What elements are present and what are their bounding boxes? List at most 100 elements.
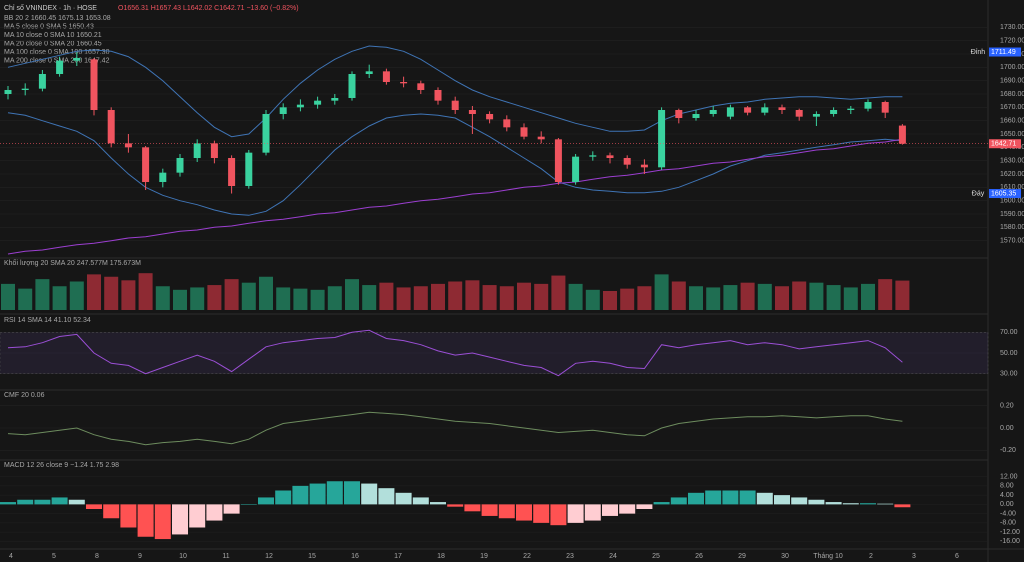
macd-bar bbox=[395, 492, 412, 505]
candle-body bbox=[451, 100, 459, 110]
macd-bar bbox=[516, 504, 532, 521]
candle-body bbox=[847, 108, 855, 110]
volume-bar bbox=[362, 285, 377, 310]
volume-bar bbox=[69, 281, 84, 310]
x-tick-label: 30 bbox=[781, 553, 789, 560]
y-tick-label: 1670.00 bbox=[1000, 104, 1024, 111]
candle-body bbox=[142, 147, 150, 182]
macd-bar bbox=[688, 492, 704, 505]
rsi-band bbox=[0, 332, 989, 374]
candle-body bbox=[107, 110, 115, 144]
last-price-box bbox=[989, 139, 1021, 149]
x-tick-label: 5 bbox=[52, 553, 56, 560]
candle-body bbox=[245, 152, 253, 186]
volume-bar bbox=[861, 283, 875, 310]
volume-bar bbox=[448, 281, 463, 310]
x-tick-label: 18 bbox=[437, 553, 445, 560]
y-tick-label: 4.00 bbox=[1000, 492, 1014, 499]
volume-bar bbox=[620, 288, 635, 310]
macd-bar bbox=[498, 504, 515, 519]
y-tick-label: 1630.00 bbox=[1000, 158, 1024, 165]
volume-bar bbox=[723, 285, 738, 310]
macd-bar bbox=[705, 490, 722, 505]
x-tick-label: 11 bbox=[222, 553, 229, 560]
volume-bar bbox=[190, 287, 205, 310]
volume-bar bbox=[138, 273, 153, 310]
peak-price: 1711.49 bbox=[991, 49, 1016, 56]
macd-bar bbox=[326, 481, 343, 505]
y-tick-label: 1600.00 bbox=[1000, 198, 1024, 205]
candle-body bbox=[296, 104, 304, 108]
macd-bar bbox=[361, 483, 378, 505]
candle-body bbox=[709, 110, 717, 114]
x-tick-label: 3 bbox=[912, 553, 916, 560]
x-tick-label: 6 bbox=[955, 553, 959, 560]
ma200-line bbox=[7, 138, 903, 255]
volume-bar bbox=[568, 283, 583, 310]
macd-bar bbox=[189, 504, 206, 528]
volume-bar bbox=[689, 286, 703, 310]
macd-bar bbox=[550, 504, 567, 526]
x-tick-label: 29 bbox=[738, 553, 746, 560]
macd-bar bbox=[34, 499, 51, 505]
candle-body bbox=[124, 143, 132, 148]
candle-body bbox=[365, 71, 373, 74]
trough-price-box bbox=[989, 189, 1021, 199]
macd-bar bbox=[894, 504, 911, 508]
volume-bar bbox=[87, 274, 101, 310]
trough-tag: Đáy bbox=[972, 190, 985, 197]
volume-bar bbox=[431, 283, 445, 310]
volume-bar bbox=[207, 285, 222, 310]
x-tick-label: 12 bbox=[265, 553, 273, 560]
y-tick-label: 30.00 bbox=[1000, 371, 1018, 378]
candle-body bbox=[314, 100, 322, 105]
y-tick-label: -4.00 bbox=[1000, 510, 1016, 517]
candle-body bbox=[417, 83, 425, 90]
volume-bar bbox=[775, 286, 789, 310]
macd-bar bbox=[309, 483, 326, 505]
volume-bar bbox=[18, 288, 33, 310]
macd-bar bbox=[412, 497, 429, 505]
y-tick-label: 12.00 bbox=[1000, 473, 1018, 480]
macd-bar bbox=[481, 504, 498, 516]
volume-bar bbox=[826, 285, 841, 310]
x-tick-label: 15 bbox=[308, 553, 316, 560]
candle-body bbox=[228, 158, 236, 186]
x-tick-label: 25 bbox=[652, 553, 660, 560]
x-tick-label: 23 bbox=[566, 553, 574, 560]
volume-bar bbox=[792, 281, 807, 310]
x-tick-label: 10 bbox=[179, 553, 187, 560]
macd-bar bbox=[739, 490, 756, 505]
y-tick-label: 8.00 bbox=[1000, 483, 1014, 490]
volume-bar bbox=[1, 283, 15, 310]
y-tick-label: 1680.00 bbox=[1000, 91, 1024, 98]
macd-bar bbox=[51, 497, 68, 505]
y-tick-label: 1580.00 bbox=[1000, 224, 1024, 231]
volume-bar bbox=[895, 280, 910, 310]
macd-bar bbox=[533, 504, 550, 523]
volume-bar bbox=[155, 286, 170, 310]
macd-bar bbox=[258, 497, 274, 505]
macd-bar bbox=[791, 497, 808, 505]
peak-price-box bbox=[989, 47, 1021, 57]
indicator-legend: BB 20 2 1660.45 1675.13 1653.08 bbox=[4, 15, 111, 22]
chart-title: Chỉ số VNINDEX · 1h · HOSE bbox=[4, 3, 97, 12]
candle-body bbox=[468, 110, 476, 114]
volume-bar bbox=[104, 276, 119, 310]
volume-bar bbox=[585, 289, 600, 310]
candle-body bbox=[279, 107, 287, 114]
macd-bar bbox=[636, 504, 653, 509]
x-tick-label: 19 bbox=[480, 553, 488, 560]
macd-bar bbox=[602, 504, 618, 516]
volume-bar bbox=[396, 287, 411, 310]
macd-bar bbox=[154, 504, 171, 540]
candle-body bbox=[778, 107, 786, 110]
y-tick-label: 1660.00 bbox=[1000, 118, 1024, 125]
candle-body bbox=[210, 143, 218, 158]
volume-bar bbox=[173, 289, 187, 310]
x-tick-label: 22 bbox=[523, 553, 531, 560]
macd-bar bbox=[670, 497, 687, 505]
peak-tag: Đỉnh bbox=[971, 48, 986, 56]
macd-bar bbox=[0, 502, 16, 505]
